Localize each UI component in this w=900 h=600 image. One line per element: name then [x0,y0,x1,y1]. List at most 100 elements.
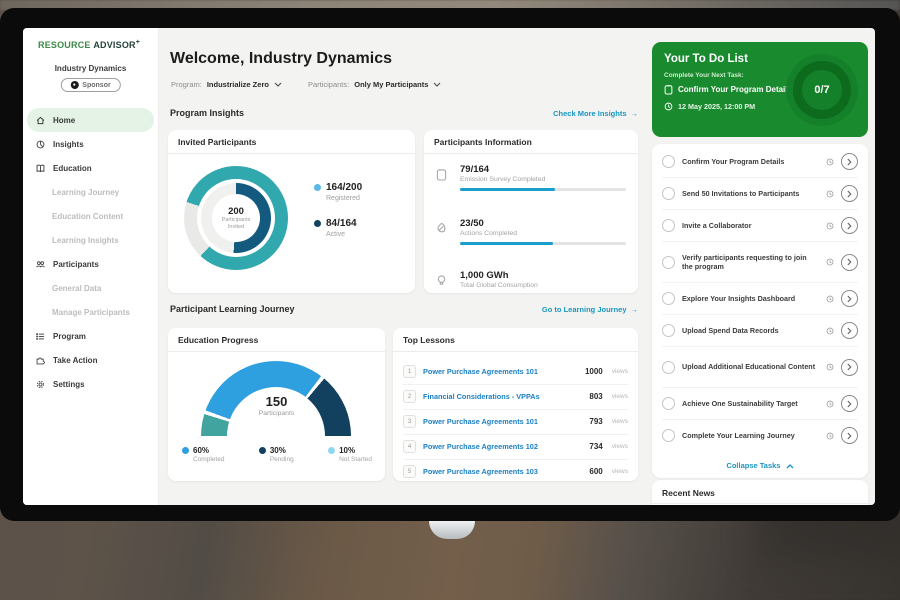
collapse-tasks-label: Collapse Tasks [726,461,781,470]
lesson-link[interactable]: Financial Considerations - VPPAs [423,392,540,401]
lesson-rank: 5 [403,465,416,478]
todo-next-task: Confirm Your Program Details [664,84,792,95]
task-checkbox[interactable] [662,292,675,305]
legend-value: 84/164 [326,218,357,229]
task-checkbox[interactable] [662,187,675,200]
collapse-tasks-link[interactable]: Collapse Tasks [652,461,868,470]
task-row: Send 50 Invitations to Participants [662,178,858,210]
task-checkbox[interactable] [662,324,675,337]
task-checkbox[interactable] [662,255,675,269]
task-open-button[interactable] [841,290,858,307]
legend-label: Active [326,231,346,238]
go-to-learning-journey-link[interactable]: Go to Learning Journey → [542,305,638,314]
stat-total-consumption: 1,000 GWh Total Global Consumption [436,270,626,289]
sidebar-item-education-content[interactable]: Education Content [27,204,154,228]
chevron-right-icon [847,190,852,197]
check-more-insights-link[interactable]: Check More Insights → [553,109,638,118]
lesson-row: 5 Power Purchase Agreements 103 600 view… [403,459,628,484]
task-row: Invite a Collaborator [662,210,858,242]
task-checkbox[interactable] [662,219,675,232]
legend-item-registered: 164/200 Registered [314,182,362,202]
chevron-down-icon [274,82,282,87]
participants-filter[interactable]: Participants: Only My Participants [308,80,441,89]
sidebar-item-home[interactable]: Home [27,108,154,132]
puzzle-icon [36,357,45,364]
chevron-right-icon [847,222,852,229]
gear-icon [36,380,45,388]
stat-label: Actions Completed [460,230,518,237]
lesson-link[interactable]: Power Purchase Agreements 103 [423,467,538,476]
chevron-right-icon [847,295,852,302]
legend-pct: 30% [269,446,286,455]
clock-icon [826,258,834,266]
sidebar-item-insights[interactable]: Insights [27,132,154,156]
leaf-icon [437,222,446,233]
program-filter[interactable]: Program: Industrialize Zero [171,80,282,89]
sidebar-item-manage-participants[interactable]: Manage Participants [27,300,154,324]
stat-value: 23/50 [460,218,484,229]
lesson-rank: 1 [403,365,416,378]
lesson-link[interactable]: Power Purchase Agreements 102 [423,442,538,451]
recent-news-card: Recent News [652,480,868,505]
card-title: Top Lessons [393,328,638,352]
lesson-views-suffix: views [611,443,628,450]
task-label: Upload Additional Educational Content [682,362,816,372]
task-label: Achieve One Sustainability Target [682,398,798,408]
sidebar-item-general-data[interactable]: General Data [27,276,154,300]
task-open-button[interactable] [841,395,858,412]
sidebar-item-label: Program [53,331,86,341]
sidebar-item-settings[interactable]: Settings [27,372,154,396]
background-top-strip [0,0,900,10]
task-open-button[interactable] [841,253,858,271]
lesson-link[interactable]: Power Purchase Agreements 101 [423,417,538,426]
task-open-button[interactable] [841,322,858,339]
list-icon [36,332,44,340]
task-label: Explore Your Insights Dashboard [682,293,796,303]
sidebar-item-program[interactable]: Program [27,324,154,348]
program-insights-header: Program Insights Check More Insights → [170,108,638,118]
sidebar-item-learning-journey[interactable]: Learning Journey [27,180,154,204]
lesson-link[interactable]: Power Purchase Agreements 101 [423,367,538,376]
task-open-button[interactable] [841,427,858,444]
participants-filter-label: Participants: [307,80,350,89]
task-checkbox[interactable] [662,397,675,410]
legend-pct: 60% [193,446,210,455]
task-row: Achieve One Sustainability Target [662,388,858,420]
sponsor-badge: ● Sponsor [60,78,121,92]
sidebar-item-label: Take Action [53,355,98,365]
task-open-button[interactable] [841,217,858,234]
participants-information-card: Participants Information 79/164 Emission… [424,130,638,293]
link-label: Check More Insights [553,108,627,118]
stat-actions-completed: 23/50 Actions Completed [436,218,626,245]
task-checkbox[interactable] [662,429,675,442]
task-open-button[interactable] [841,358,858,376]
education-progress-card: Education Progress 150 Participants 60% … [168,328,385,481]
legend-label: Pending [269,456,294,463]
chevron-right-icon [847,158,852,165]
top-lessons-card: Top Lessons 1 Power Purchase Agreements … [393,328,638,481]
task-checkbox[interactable] [662,360,675,374]
stat-label: Emission Survey Completed [460,176,546,183]
sidebar-item-learning-insights[interactable]: Learning Insights [27,228,154,252]
lightbulb-icon [437,275,446,285]
sponsor-badge-label: Sponsor [82,81,111,89]
sidebar-item-take-action[interactable]: Take Action [27,348,154,372]
progress-track [460,188,626,191]
sidebar-item-label: Learning Insights [52,235,119,245]
lesson-views: 793 [589,417,603,426]
task-open-button[interactable] [841,185,858,202]
legend-dot-active [314,220,321,227]
learning-journey-header: Participant Learning Journey Go to Learn… [170,304,638,314]
legend-dot-completed [182,447,189,454]
sidebar-item-participants[interactable]: Participants [27,252,154,276]
task-checkbox[interactable] [662,155,675,168]
task-label: Confirm Your Program Details [682,156,785,166]
book-icon [36,164,45,172]
participants-icon [36,260,45,267]
clock-icon [826,158,834,165]
legend-label: Not Started [339,456,372,463]
sidebar-item-education[interactable]: Education [27,156,154,180]
brand-secondary: ADVISOR [93,40,136,50]
task-open-button[interactable] [841,153,858,170]
lesson-row: 1 Power Purchase Agreements 101 1000 vie… [403,359,628,385]
